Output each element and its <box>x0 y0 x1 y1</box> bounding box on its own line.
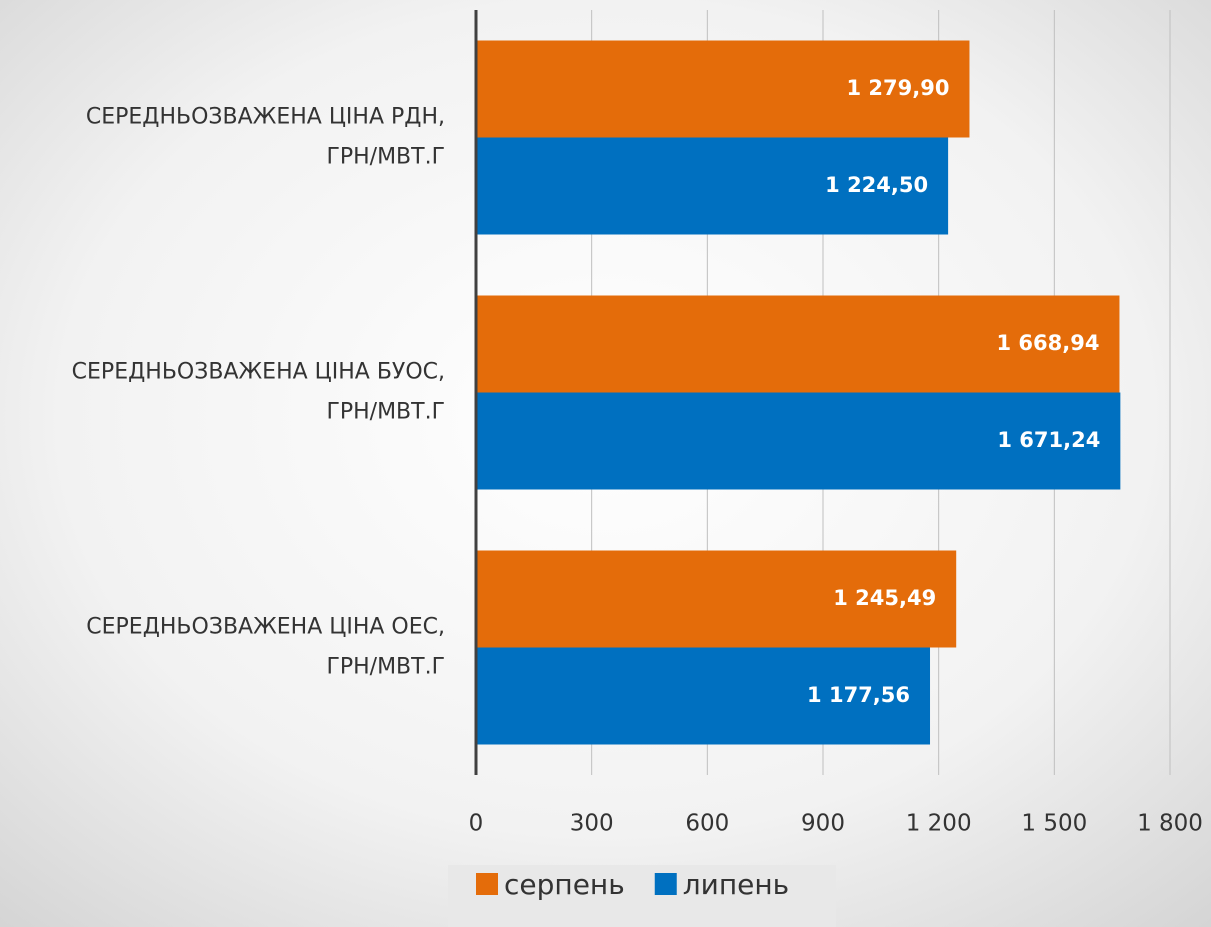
x-tick-label: 1 200 <box>906 811 972 837</box>
legend-label: серпень <box>504 868 625 901</box>
data-label: 1 671,24 <box>997 428 1100 452</box>
x-tick-label: 1 500 <box>1021 811 1087 837</box>
data-label: 1 177,56 <box>807 683 910 707</box>
x-tick-label: 900 <box>801 811 845 837</box>
legend-background <box>448 865 836 927</box>
data-label: 1 668,94 <box>997 331 1100 355</box>
legend-swatch <box>476 873 498 895</box>
bar <box>476 137 949 235</box>
category-label: СЕРЕДНЬОЗВАЖЕНА ЦІНА РДН, ГРН/МВТ.Г <box>86 105 445 170</box>
legend-swatch <box>654 873 677 895</box>
bar <box>476 40 970 138</box>
category-label: СЕРЕДНЬОЗВАЖЕНА ЦІНА ОЕС, ГРН/МВТ.Г <box>86 615 445 680</box>
legend-label: липень <box>683 868 789 901</box>
category-label: СЕРЕДНЬОЗВАЖЕНА ЦІНА БУОС, ГРН/МВТ.Г <box>72 360 445 425</box>
data-label: 1 224,50 <box>825 173 928 197</box>
x-tick-label: 300 <box>570 811 614 837</box>
legend: серпень липень <box>448 865 836 927</box>
bar <box>476 647 931 745</box>
data-label: 1 279,90 <box>847 76 950 100</box>
x-tick-label: 1 800 <box>1137 811 1203 837</box>
bar <box>476 392 1121 490</box>
bar <box>476 550 957 648</box>
bar <box>476 295 1120 393</box>
x-tick-label: 600 <box>685 811 729 837</box>
data-label: 1 245,49 <box>833 586 936 610</box>
x-tick-label: 0 <box>469 811 484 837</box>
